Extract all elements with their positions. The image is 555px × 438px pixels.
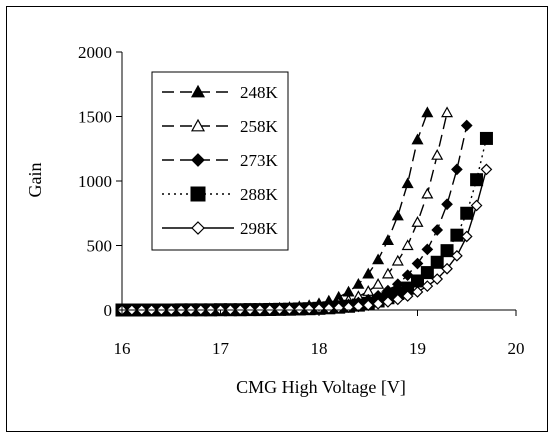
- data-point: [441, 262, 453, 275]
- data-point: [382, 296, 394, 308]
- data-point: [191, 221, 205, 235]
- y-tick-label: 1500: [78, 108, 112, 127]
- data-point: [283, 303, 296, 316]
- data-point: [391, 293, 404, 306]
- legend-item: 288K: [162, 185, 279, 204]
- x-tick-label: 19: [409, 339, 426, 358]
- data-point: [391, 254, 404, 266]
- legend-label: 248K: [240, 83, 279, 102]
- legend-label: 258K: [240, 117, 279, 136]
- data-point: [303, 303, 315, 315]
- data-point: [431, 273, 444, 285]
- data-point: [441, 106, 454, 118]
- legend-label: 273K: [240, 151, 279, 170]
- data-point: [421, 106, 434, 118]
- legend-item: 298K: [162, 219, 279, 238]
- data-point: [401, 177, 414, 189]
- x-tick-label: 18: [311, 339, 328, 358]
- legend-label: 298K: [240, 219, 279, 238]
- data-point: [372, 253, 385, 265]
- legend-label: 288K: [240, 185, 279, 204]
- data-point: [411, 286, 424, 298]
- data-point: [430, 255, 444, 269]
- x-tick-label: 20: [508, 339, 525, 358]
- y-tick-label: 500: [87, 237, 113, 256]
- data-point: [293, 303, 306, 316]
- data-point: [190, 118, 206, 132]
- data-point: [420, 266, 434, 280]
- data-point: [460, 206, 474, 220]
- axes-layer: 0 500 1000 1500 2000 16 17 18 19 20: [78, 43, 525, 358]
- data-point: [470, 199, 483, 212]
- data-point: [411, 133, 424, 145]
- data-point: [421, 280, 434, 292]
- data-point: [460, 119, 473, 132]
- y-tick-label: 2000: [78, 43, 112, 62]
- legend-box: [151, 71, 289, 251]
- data-point: [440, 244, 454, 258]
- data-point: [411, 216, 424, 227]
- data-point: [421, 187, 434, 199]
- data-point: [441, 198, 453, 211]
- data-point: [479, 131, 493, 145]
- data-point: [323, 302, 335, 315]
- legend-item: 273K: [162, 151, 279, 170]
- data-point: [381, 234, 394, 245]
- data-point: [431, 224, 444, 236]
- legend-item: 248K: [162, 83, 279, 102]
- series-298K: [116, 163, 493, 316]
- data-point: [460, 230, 473, 243]
- data-point: [431, 148, 444, 160]
- data-point: [401, 290, 414, 302]
- data-point: [190, 84, 206, 98]
- data-point: [480, 163, 493, 176]
- y-tick-label: 1000: [78, 172, 112, 191]
- legend-item: 258K: [162, 117, 279, 136]
- data-point: [372, 277, 385, 289]
- data-point: [401, 239, 414, 251]
- data-point: [273, 303, 286, 316]
- data-point: [190, 186, 206, 202]
- x-axis-title: CMG High Voltage [V]: [236, 377, 406, 397]
- data-point: [451, 249, 463, 262]
- data-point: [191, 153, 205, 167]
- data-point: [450, 228, 464, 242]
- data-point: [421, 243, 434, 256]
- data-point: [391, 209, 404, 221]
- data-point: [352, 300, 365, 313]
- y-axis-title: Gain: [25, 163, 45, 198]
- data-point: [451, 163, 463, 176]
- data-point: [362, 267, 375, 279]
- x-tick-label: 16: [114, 339, 131, 358]
- data-point: [470, 173, 484, 187]
- data-point: [372, 297, 384, 310]
- data-point: [401, 269, 414, 282]
- y-tick-label: 0: [104, 301, 113, 320]
- data-point: [411, 257, 424, 270]
- data-point: [352, 277, 365, 289]
- x-tick-label: 17: [212, 339, 230, 358]
- legend: 248K 258K 273K 288K 298K: [151, 71, 289, 251]
- data-point: [381, 267, 394, 279]
